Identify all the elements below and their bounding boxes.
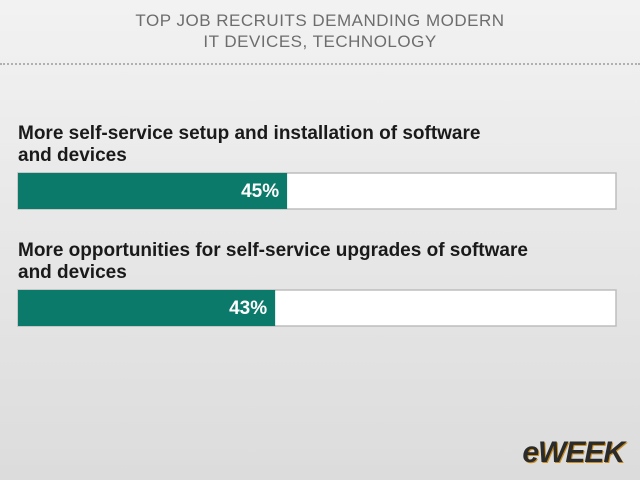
bar xyxy=(18,173,288,209)
bar xyxy=(18,290,276,326)
logo: eWEEK xyxy=(522,436,625,469)
category-label: More opportunities for self-service upgr… xyxy=(18,240,528,283)
value-label: 45% xyxy=(241,181,279,202)
category-label: More self-service setup and installation… xyxy=(18,123,481,166)
divider xyxy=(0,63,640,65)
chart-title: TOP JOB RECRUITS DEMANDING MODERN IT DEV… xyxy=(135,11,505,51)
value-label: 43% xyxy=(229,298,267,319)
